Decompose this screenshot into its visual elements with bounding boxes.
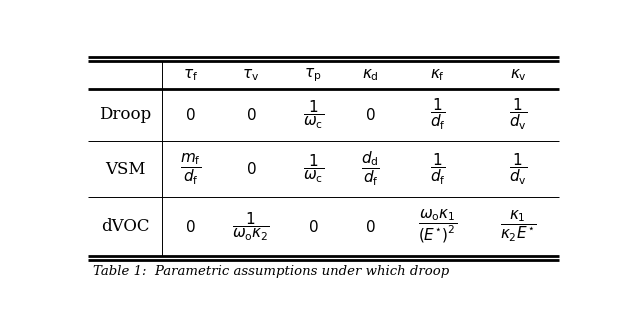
Text: $\dfrac{1}{d_{\rm f}}$: $\dfrac{1}{d_{\rm f}}$: [429, 151, 446, 187]
Text: $0$: $0$: [365, 219, 376, 235]
Text: $0$: $0$: [185, 107, 196, 123]
Text: dVOC: dVOC: [101, 218, 149, 235]
Text: Droop: Droop: [99, 106, 151, 123]
Text: $\tau_{\rm v}$: $\tau_{\rm v}$: [242, 67, 260, 83]
Text: $\dfrac{1}{\omega_{\rm c}}$: $\dfrac{1}{\omega_{\rm c}}$: [302, 98, 324, 131]
Text: $\tau_{\rm f}$: $\tau_{\rm f}$: [183, 67, 198, 83]
Text: $\dfrac{1}{d_{\rm v}}$: $\dfrac{1}{d_{\rm v}}$: [509, 97, 528, 133]
Text: Table 1:  Parametric assumptions under which droop: Table 1: Parametric assumptions under wh…: [93, 265, 449, 278]
Text: $\kappa_{\rm d}$: $\kappa_{\rm d}$: [362, 67, 379, 83]
Text: $0$: $0$: [185, 219, 196, 235]
Text: $0$: $0$: [245, 161, 256, 177]
Text: $0$: $0$: [365, 107, 376, 123]
Text: $\kappa_{\rm v}$: $\kappa_{\rm v}$: [510, 67, 526, 83]
Text: $\dfrac{d_{\rm d}}{d_{\rm f}}$: $\dfrac{d_{\rm d}}{d_{\rm f}}$: [361, 150, 380, 188]
Text: $\dfrac{1}{\omega_{\rm o}\kappa_{2}}$: $\dfrac{1}{\omega_{\rm o}\kappa_{2}}$: [232, 210, 270, 243]
Text: $0$: $0$: [245, 107, 256, 123]
Text: $\kappa_{\rm f}$: $\kappa_{\rm f}$: [430, 67, 445, 83]
Text: VSM: VSM: [105, 161, 145, 178]
Text: $\dfrac{m_{\rm f}}{d_{\rm f}}$: $\dfrac{m_{\rm f}}{d_{\rm f}}$: [180, 152, 201, 187]
Text: $\tau_{\rm p}$: $\tau_{\rm p}$: [304, 66, 322, 84]
Text: $0$: $0$: [308, 219, 319, 235]
Text: $\dfrac{1}{d_{\rm v}}$: $\dfrac{1}{d_{\rm v}}$: [509, 151, 528, 187]
Text: $\dfrac{1}{d_{\rm f}}$: $\dfrac{1}{d_{\rm f}}$: [429, 97, 446, 133]
Text: $\dfrac{\kappa_{1}}{\kappa_{2}E^{\star}}$: $\dfrac{\kappa_{1}}{\kappa_{2}E^{\star}}…: [500, 209, 536, 244]
Text: $\dfrac{1}{\omega_{\rm c}}$: $\dfrac{1}{\omega_{\rm c}}$: [302, 153, 324, 185]
Text: $\dfrac{\omega_{\rm o}\kappa_{1}}{(E^{\star})^{2}}$: $\dfrac{\omega_{\rm o}\kappa_{1}}{(E^{\s…: [418, 208, 457, 245]
